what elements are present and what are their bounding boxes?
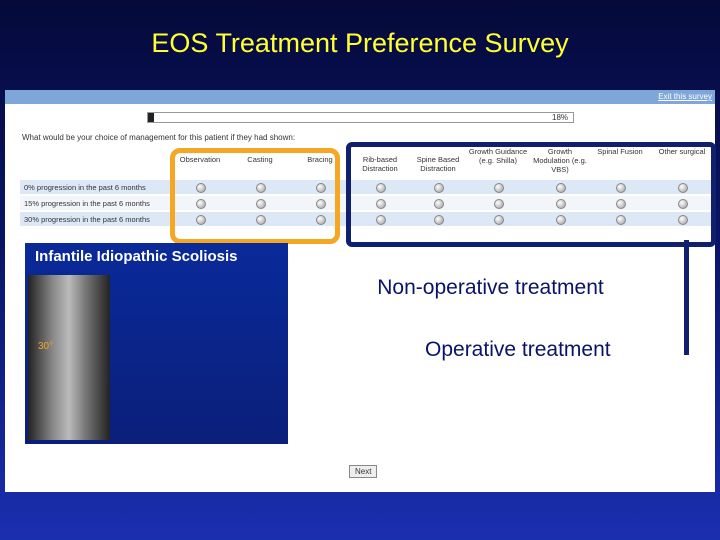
- row-background: [20, 196, 712, 210]
- column-header: Spinal Fusion: [597, 147, 643, 156]
- progress-bar: [147, 112, 574, 123]
- radio-button[interactable]: [256, 215, 266, 225]
- radio-button[interactable]: [316, 215, 326, 225]
- column-header: Observation: [179, 155, 221, 164]
- callout-non-operative: Non-operative treatment: [318, 270, 663, 306]
- radio-button[interactable]: [256, 199, 266, 209]
- progress-fill: [148, 113, 154, 122]
- radio-button[interactable]: [256, 183, 266, 193]
- radio-button[interactable]: [556, 215, 566, 225]
- row-label: 30% progression in the past 6 months: [24, 215, 150, 224]
- radio-button[interactable]: [556, 199, 566, 209]
- non-operative-highlight: [170, 148, 340, 244]
- radio-button[interactable]: [434, 215, 444, 225]
- row-label: 0% progression in the past 6 months: [24, 183, 146, 192]
- radio-button[interactable]: [434, 183, 444, 193]
- radio-button[interactable]: [376, 215, 386, 225]
- radio-button[interactable]: [434, 199, 444, 209]
- top-bar: [5, 90, 715, 104]
- progress-text: 18%: [552, 113, 569, 122]
- row-label: 15% progression in the past 6 months: [24, 199, 150, 208]
- image-label: 30°: [38, 341, 54, 352]
- column-header: Rib-based Distraction: [362, 155, 398, 173]
- row-background: [20, 180, 712, 194]
- radio-button[interactable]: [494, 215, 504, 225]
- xray-image: [28, 275, 110, 440]
- radio-button[interactable]: [316, 199, 326, 209]
- column-header: Other surgical: [658, 147, 706, 156]
- radio-button[interactable]: [678, 199, 688, 209]
- radio-button[interactable]: [556, 183, 566, 193]
- callout-operative: Operative treatment: [425, 338, 611, 361]
- slide-title: EOS Treatment Preference Survey: [151, 28, 569, 58]
- column-header: Growth Modulation (e.g. VBS): [533, 147, 587, 174]
- radio-button[interactable]: [616, 183, 626, 193]
- radio-button[interactable]: [376, 199, 386, 209]
- radio-button[interactable]: [316, 183, 326, 193]
- exit-link[interactable]: Exit this survey: [658, 92, 712, 101]
- radio-button[interactable]: [196, 199, 206, 209]
- column-header: Growth Guidance (e.g. Shilla): [468, 147, 528, 165]
- radio-button[interactable]: [616, 199, 626, 209]
- column-header: Bracing: [307, 155, 333, 164]
- radio-button[interactable]: [196, 183, 206, 193]
- column-header: Spine Based Distraction: [416, 155, 460, 173]
- radio-button[interactable]: [196, 215, 206, 225]
- radio-button[interactable]: [494, 183, 504, 193]
- question: What would be your choice of management …: [22, 133, 296, 142]
- row-background: [20, 212, 712, 226]
- radio-button[interactable]: [376, 183, 386, 193]
- operative-highlight: [346, 142, 716, 247]
- radio-button[interactable]: [494, 199, 504, 209]
- radio-button[interactable]: [616, 215, 626, 225]
- column-header: Casting: [247, 155, 273, 164]
- radio-button[interactable]: [678, 183, 688, 193]
- radio-button[interactable]: [678, 215, 688, 225]
- next-button[interactable]: Next: [349, 465, 378, 478]
- connector: [684, 240, 689, 355]
- case-title: Infantile Idiopathic Scoliosis: [35, 248, 238, 265]
